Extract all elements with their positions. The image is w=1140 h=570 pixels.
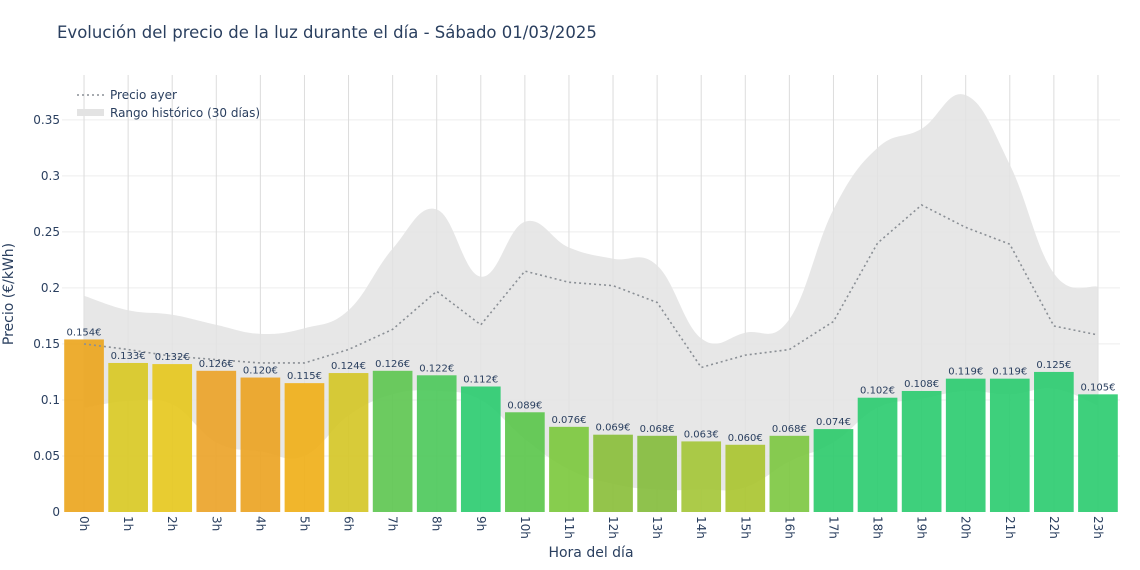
bar-20h bbox=[945, 378, 986, 512]
x-tick-label: 22h bbox=[1047, 516, 1061, 539]
bar-15h bbox=[725, 444, 766, 512]
bar-11h bbox=[549, 426, 589, 512]
bar-10h bbox=[505, 412, 545, 512]
bar-17h bbox=[813, 429, 854, 512]
bar-label: 0.074€ bbox=[816, 417, 851, 428]
bar-6h bbox=[328, 373, 369, 512]
bar-label: 0.120€ bbox=[243, 366, 278, 377]
bar-labels: 0.154€ 0.133€ 0.132€ 0.126€ 0.120€ 0.115€ 0.12… bbox=[67, 327, 1116, 443]
bar-label: 0.068€ bbox=[772, 424, 807, 435]
x-tick-label: 21h bbox=[1003, 516, 1017, 539]
yesterday-line bbox=[83, 204, 1099, 369]
y-tick-labels: 0 0.05 0.1 0.15 0.2 0.25 0.3 0.35 bbox=[33, 113, 60, 519]
x-tick-label: 0h bbox=[77, 516, 91, 531]
bar-13h bbox=[637, 435, 677, 512]
bar-14h bbox=[681, 441, 722, 512]
x-tick-label: 17h bbox=[826, 516, 840, 539]
yesterday-price-line bbox=[83, 204, 1099, 369]
x-tick-label: 19h bbox=[915, 516, 929, 539]
x-tick-label: 4h bbox=[253, 516, 267, 531]
bar-5h bbox=[284, 383, 325, 512]
legend-area-swatch bbox=[77, 109, 104, 116]
bar-19h bbox=[901, 390, 942, 512]
bar-label: 0.108€ bbox=[904, 379, 939, 390]
bar-label: 0.089€ bbox=[507, 400, 542, 411]
x-tick-label: 12h bbox=[606, 516, 620, 539]
bar-0h bbox=[64, 339, 104, 512]
bar-label: 0.122€ bbox=[419, 363, 454, 374]
x-tick-label: 2h bbox=[165, 516, 179, 531]
bar-label: 0.119€ bbox=[948, 367, 983, 378]
bar-23h bbox=[1078, 394, 1118, 512]
x-tick-label: 6h bbox=[342, 516, 356, 531]
bar-label: 0.126€ bbox=[375, 359, 410, 370]
legend-item-range: Rango histórico (30 días) bbox=[110, 106, 260, 120]
y-tick-label: 0.05 bbox=[33, 449, 60, 463]
x-tick-labels: 0h 1h 2h 3h 4h 5h 6h 7h 8h 9h 10h 11h 12h 13h 14h 15h 16… bbox=[77, 516, 1105, 539]
bar-label: 0.119€ bbox=[992, 367, 1027, 378]
y-tick-label: 0.3 bbox=[41, 169, 60, 183]
y-tick-label: 0.1 bbox=[41, 393, 60, 407]
legend-item-yesterday: Precio ayer bbox=[110, 88, 177, 102]
y-tick-label: 0.35 bbox=[33, 113, 60, 127]
chart-title: Evolución del precio de la luz durante e… bbox=[57, 23, 597, 42]
y-tick-label: 0.25 bbox=[33, 225, 60, 239]
bar-label: 0.124€ bbox=[331, 361, 366, 372]
bar-label: 0.115€ bbox=[287, 371, 322, 382]
bar-label: 0.133€ bbox=[111, 351, 146, 362]
bar-4h bbox=[240, 377, 281, 512]
x-tick-label: 23h bbox=[1091, 516, 1105, 539]
x-tick-label: 14h bbox=[694, 516, 708, 539]
bar-label: 0.154€ bbox=[67, 327, 102, 338]
bar-label: 0.132€ bbox=[155, 352, 190, 363]
x-tick-label: 13h bbox=[650, 516, 664, 539]
y-tick-label: 0.15 bbox=[33, 337, 60, 351]
bar-label: 0.068€ bbox=[640, 424, 675, 435]
x-tick-label: 9h bbox=[474, 516, 488, 531]
x-axis-title: Hora del día bbox=[548, 545, 633, 561]
bar-label: 0.060€ bbox=[728, 433, 763, 444]
x-tick-label: 7h bbox=[386, 516, 400, 531]
x-tick-label: 16h bbox=[782, 516, 796, 539]
x-tick-label: 5h bbox=[297, 516, 311, 531]
bar-21h bbox=[989, 378, 1030, 512]
bar-22h bbox=[1034, 371, 1074, 512]
bar-3h bbox=[196, 370, 237, 512]
bar-label: 0.112€ bbox=[463, 375, 498, 386]
bar-label: 0.125€ bbox=[1036, 360, 1071, 371]
bar-12h bbox=[593, 434, 633, 512]
x-tick-label: 18h bbox=[871, 516, 885, 539]
bar-label: 0.105€ bbox=[1080, 382, 1115, 393]
x-tick-label: 15h bbox=[738, 516, 752, 539]
bar-label: 0.063€ bbox=[684, 429, 719, 440]
x-tick-label: 20h bbox=[959, 516, 973, 539]
bars bbox=[64, 339, 1118, 512]
bar-1h bbox=[108, 362, 148, 512]
bar-16h bbox=[769, 435, 810, 512]
bar-label: 0.126€ bbox=[199, 359, 234, 370]
bar-18h bbox=[857, 397, 898, 512]
x-tick-label: 11h bbox=[562, 516, 576, 539]
x-tick-label: 3h bbox=[209, 516, 223, 531]
legend: Precio ayer Rango histórico (30 días) bbox=[77, 88, 260, 120]
x-tick-label: 1h bbox=[121, 516, 135, 531]
x-tick-label: 8h bbox=[430, 516, 444, 531]
bar-label: 0.069€ bbox=[596, 423, 631, 434]
bar-8h bbox=[416, 375, 457, 512]
y-axis-title: Precio (€/kWh) bbox=[1, 243, 17, 345]
x-tick-label: 10h bbox=[518, 516, 532, 539]
bar-label: 0.076€ bbox=[551, 415, 586, 426]
y-tick-label: 0.2 bbox=[41, 281, 60, 295]
bar-label: 0.102€ bbox=[860, 386, 895, 397]
y-tick-label: 0 bbox=[52, 505, 60, 519]
bar-7h bbox=[372, 370, 413, 512]
bar-9h bbox=[460, 386, 501, 512]
bar-2h bbox=[152, 364, 193, 512]
